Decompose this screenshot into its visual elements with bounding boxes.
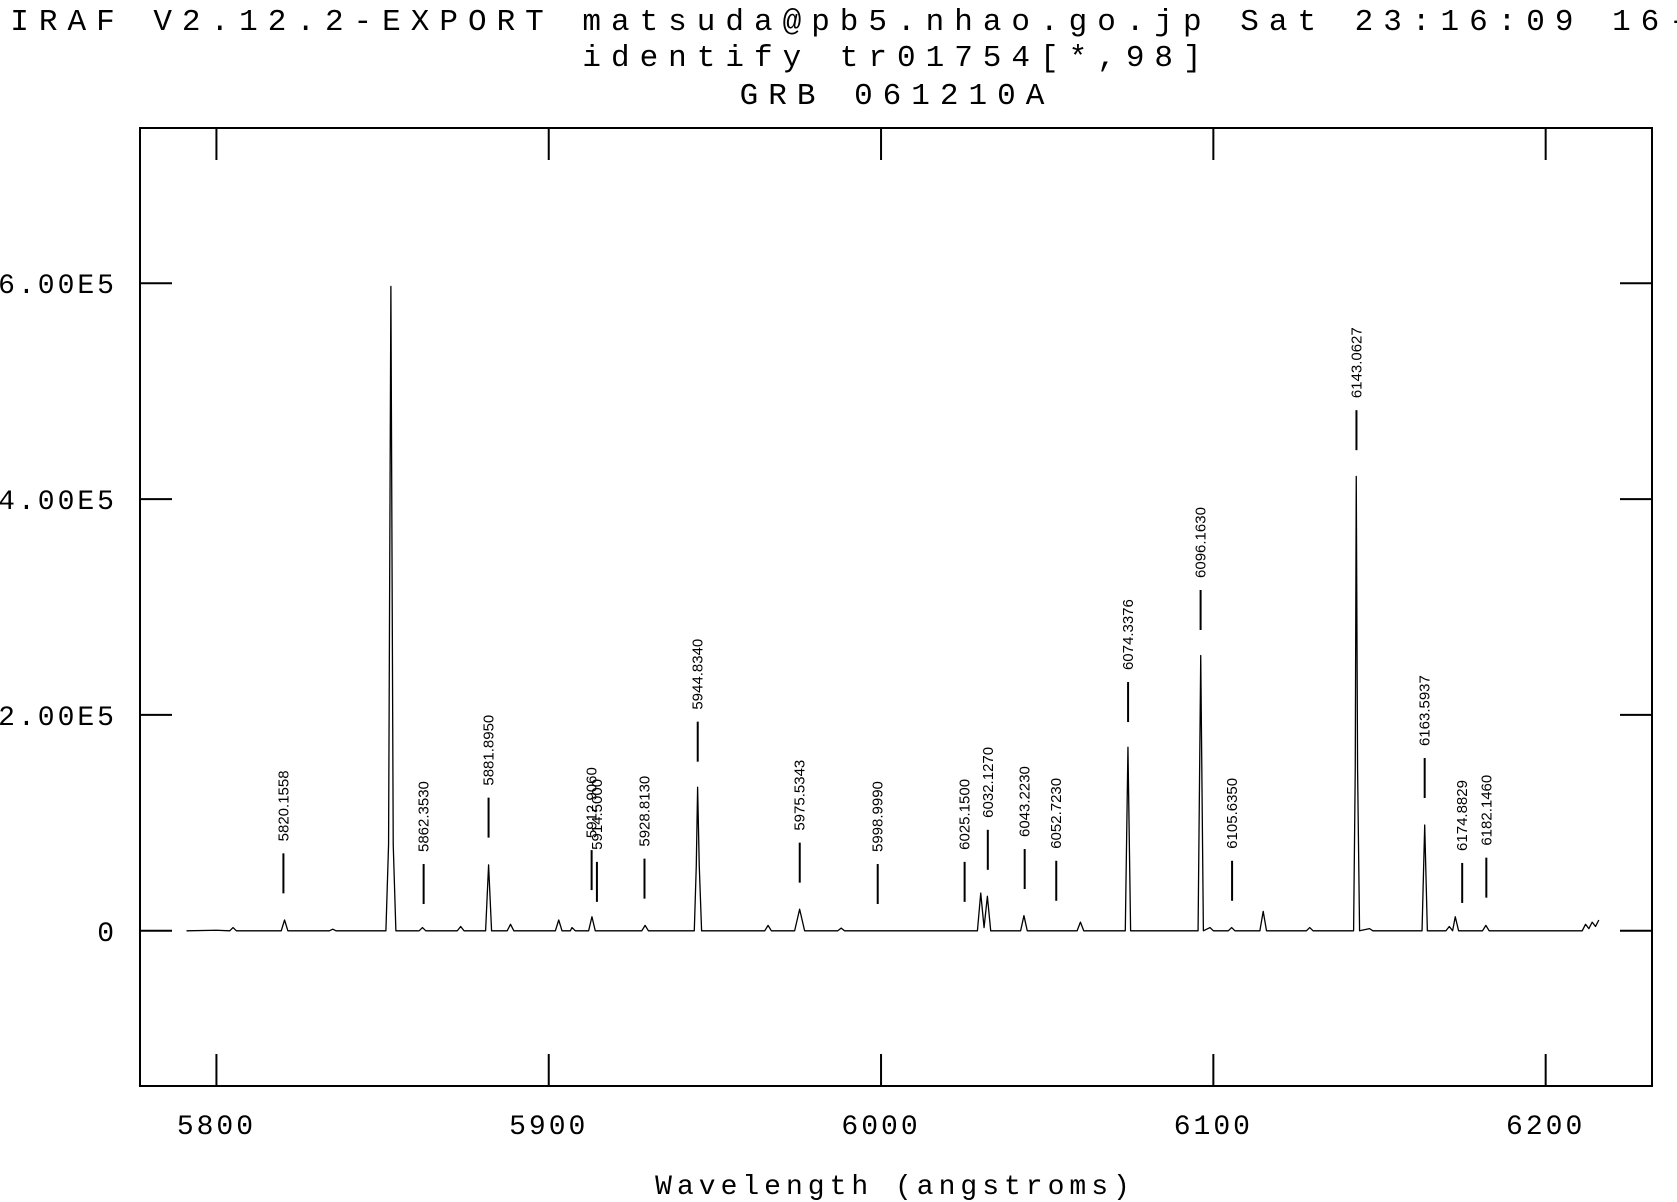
object-name: GRB 061210A	[740, 79, 1055, 114]
line-id-label: 5820.1558	[275, 770, 292, 841]
y-tick-label: 6.00E5	[0, 271, 117, 302]
line-id-label: 6052.7230	[1048, 778, 1065, 849]
line-id-label: 5862.3530	[416, 781, 433, 852]
line-id-label: 6174.8829	[1454, 780, 1471, 851]
y-tick-label: 2.00E5	[0, 703, 117, 734]
x-axis-label: Wavelength (angstroms)	[655, 1172, 1135, 1202]
line-id-label: 5944.8340	[690, 639, 707, 710]
line-id-label: 5914.5000	[589, 779, 606, 850]
x-tick-label: 6200	[1506, 1112, 1585, 1143]
y-tick-label: 4.00E5	[0, 487, 117, 518]
line-id-label: 6032.1270	[980, 747, 997, 818]
line-id-label: 6105.6350	[1224, 778, 1241, 849]
line-id-label: 6096.1630	[1193, 507, 1210, 578]
line-id-label: 5928.8130	[636, 776, 653, 847]
line-id-label: 5881.8950	[481, 715, 498, 786]
line-id-label: 6163.5937	[1417, 675, 1434, 746]
x-tick-label: 6100	[1174, 1112, 1253, 1143]
x-tick-label: 5800	[177, 1112, 256, 1143]
spectrum-line	[186, 285, 1600, 932]
line-id-label: 6143.0627	[1348, 327, 1365, 398]
chart-title: NOAO/IRAF V2.12.2-EXPORT matsuda@pb5.nha…	[0, 5, 1677, 40]
line-id-label: 6182.1460	[1478, 775, 1495, 846]
line-id-label: 6025.1500	[957, 779, 974, 850]
chart-subtitle: identify tr01754[*,98]	[582, 41, 1211, 76]
plot-frame	[139, 127, 1653, 1087]
line-id-label: 5975.5343	[792, 760, 809, 831]
line-id-label: 5912.9060	[584, 767, 601, 838]
line-id-label: 6074.3376	[1120, 599, 1137, 670]
line-id-label: 6043.2230	[1017, 766, 1034, 837]
line-id-label: 5998.9990	[870, 781, 887, 852]
x-tick-label: 5900	[509, 1112, 588, 1143]
x-tick-label: 6000	[841, 1112, 920, 1143]
y-tick-label: 0	[97, 919, 117, 950]
